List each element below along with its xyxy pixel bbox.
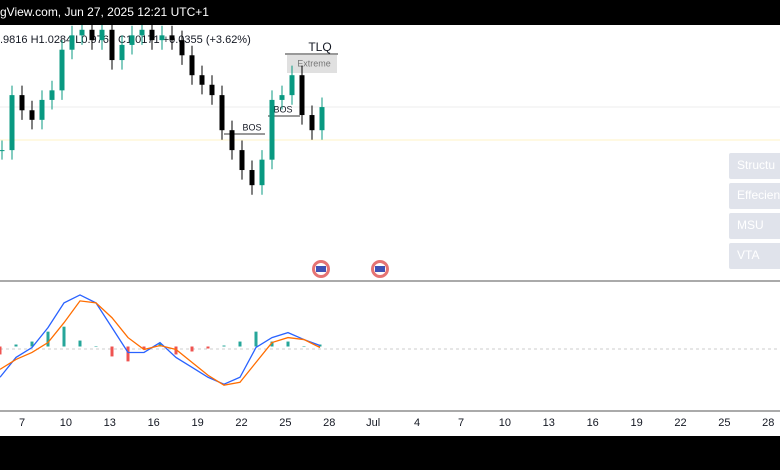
top-bar xyxy=(0,0,780,25)
x-tick-label: 13 xyxy=(104,417,116,429)
candle-body xyxy=(299,75,305,116)
toggle-button[interactable]: Structu xyxy=(729,153,780,179)
signal-line xyxy=(0,300,321,386)
histogram-bar xyxy=(126,346,130,362)
candle-body xyxy=(79,29,85,36)
x-tick-label: 25 xyxy=(279,417,291,429)
candle-body xyxy=(89,29,95,41)
histogram-bar xyxy=(30,341,34,347)
button-bg xyxy=(729,213,780,239)
histogram-bar xyxy=(318,344,322,347)
button-bg xyxy=(729,183,780,209)
x-tick-label: 7 xyxy=(458,417,464,429)
histogram-bar xyxy=(110,346,114,357)
flag[interactable] xyxy=(312,260,330,278)
candle-body xyxy=(139,29,145,36)
x-tick-label: 4 xyxy=(414,417,420,429)
candle-body xyxy=(189,55,195,76)
button-label: Structu xyxy=(737,158,775,172)
histogram-bar xyxy=(46,331,50,347)
histogram-bar xyxy=(254,331,258,347)
candle-body xyxy=(19,95,25,111)
candle-body xyxy=(49,90,55,100)
candle-body xyxy=(219,95,225,131)
button-bg xyxy=(729,153,780,179)
candle-body xyxy=(9,95,15,151)
macd-line xyxy=(0,294,321,385)
candle-body xyxy=(159,35,165,41)
candle-body xyxy=(309,115,315,131)
button-label: VTA xyxy=(737,248,759,262)
candle-body xyxy=(69,35,75,50)
x-tick-label: 22 xyxy=(235,417,247,429)
candle-body xyxy=(179,40,185,56)
x-tick-label: 22 xyxy=(674,417,686,429)
candle-body xyxy=(149,29,155,41)
candle-body xyxy=(29,110,35,120)
x-tick-label: 25 xyxy=(718,417,730,429)
histogram-bar xyxy=(174,346,178,355)
candle-body xyxy=(119,44,125,61)
candle-body xyxy=(0,150,5,152)
candle-body xyxy=(199,75,205,85)
ohlc-text: .9816 H1.0284 L0.9768 C1.0171 +0.0355 (+… xyxy=(0,34,251,46)
x-tick-label: 13 xyxy=(543,417,555,429)
x-tick-label: 19 xyxy=(191,417,203,429)
histogram-bar xyxy=(14,344,18,347)
candle-body xyxy=(269,99,275,160)
extreme-label: Extreme xyxy=(297,58,331,68)
x-tick-label: 16 xyxy=(587,417,599,429)
histogram-bar xyxy=(142,346,146,350)
price-pane xyxy=(0,25,325,195)
bos-label: BOS xyxy=(273,104,292,114)
button-bg xyxy=(729,243,780,269)
toggle-button[interactable]: Effecien xyxy=(729,183,780,209)
candle-body xyxy=(99,29,105,41)
x-tick-label: 10 xyxy=(60,417,72,429)
bottom-bar xyxy=(0,436,780,470)
bos-label: BOS xyxy=(242,122,261,132)
histogram-bar xyxy=(78,340,82,347)
extreme-box xyxy=(287,55,337,73)
histogram-bar xyxy=(238,341,242,347)
x-tick-label: 19 xyxy=(630,417,642,429)
x-tick-label: 28 xyxy=(762,417,774,429)
x-tick-label: 28 xyxy=(323,417,335,429)
histogram-bar xyxy=(302,346,306,348)
x-tick-label: Jul xyxy=(366,417,380,429)
histogram-bar xyxy=(62,326,66,347)
x-tick-label: 7 xyxy=(19,417,25,429)
candle-body xyxy=(59,49,65,91)
candle-body xyxy=(259,159,265,186)
flag[interactable] xyxy=(371,260,389,278)
candle-body xyxy=(109,29,115,61)
candle-body xyxy=(279,95,285,100)
button-label: Effecien xyxy=(737,188,780,202)
candle-body xyxy=(319,107,325,131)
histogram-bar xyxy=(94,346,98,348)
histogram-bar xyxy=(0,346,2,355)
histogram-bar xyxy=(190,346,194,352)
histogram-bar xyxy=(206,346,210,349)
button-label: MSU xyxy=(737,218,764,232)
histogram-bar xyxy=(286,341,290,347)
candle-body xyxy=(169,35,175,41)
candle-body xyxy=(209,84,215,96)
toggle-button[interactable]: MSU xyxy=(729,213,780,239)
candle-body xyxy=(129,35,135,45)
candle-body xyxy=(289,75,295,96)
x-tick-label: 16 xyxy=(148,417,160,429)
candle-body xyxy=(239,150,245,171)
histogram-bar xyxy=(270,341,274,347)
candle-body xyxy=(229,130,235,151)
toggle-button[interactable]: VTA xyxy=(729,243,780,269)
source-text: gView.com, Jun 27, 2025 12:21 UTC+1 xyxy=(0,5,209,19)
histogram-bar xyxy=(222,345,226,347)
x-tick-label: 10 xyxy=(499,417,511,429)
tlq-label: TLQ xyxy=(308,40,331,54)
candle-body xyxy=(249,170,255,186)
candle-body xyxy=(39,99,45,120)
